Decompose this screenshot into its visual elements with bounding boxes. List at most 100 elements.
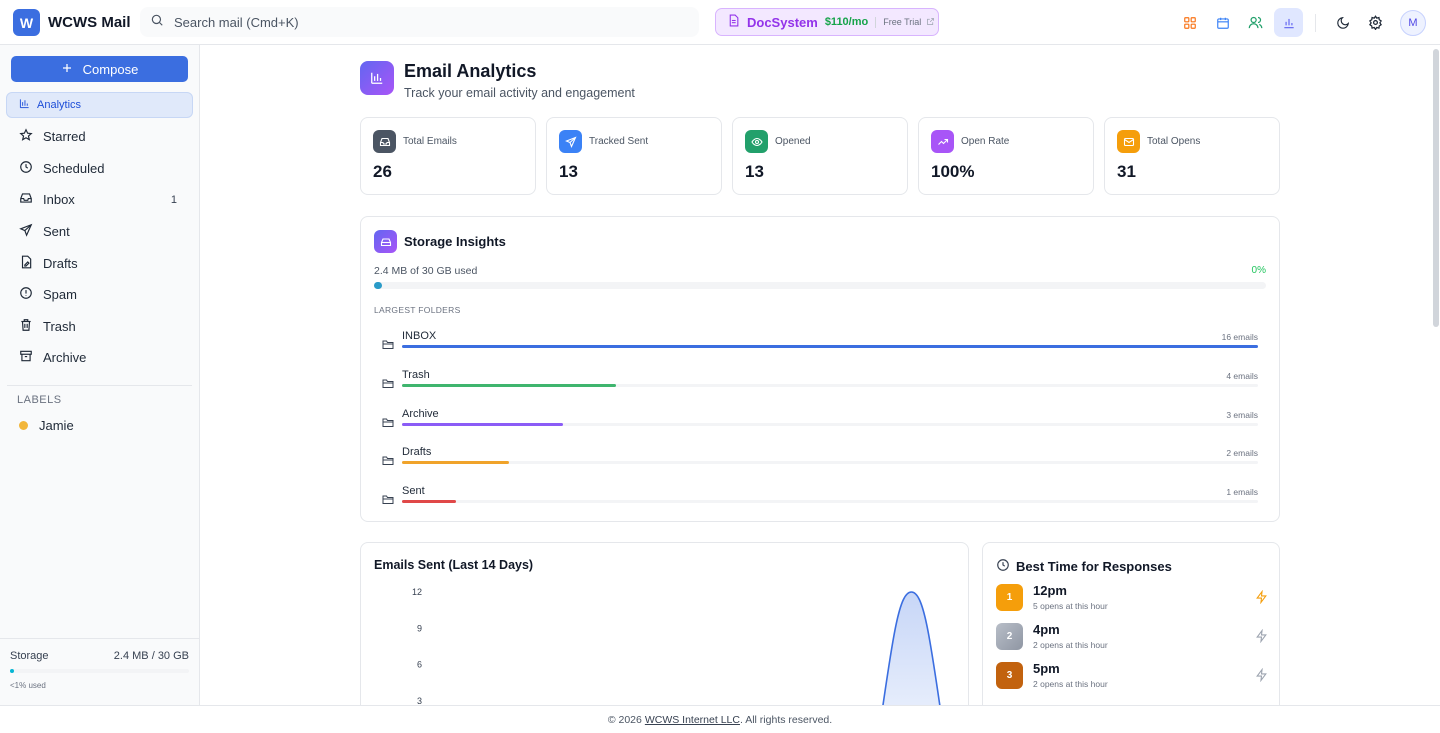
- folder-icon: [382, 415, 394, 433]
- best-time-opens: 2 opens at this hour: [1033, 640, 1108, 650]
- sidebar-divider: [7, 385, 192, 386]
- calendar-icon[interactable]: [1208, 8, 1237, 37]
- best-time-row: 2 4pm 2 opens at this hour: [996, 622, 1268, 651]
- sidebar-item-analytics[interactable]: Analytics: [6, 92, 193, 118]
- folder-bar-track: [402, 422, 1258, 426]
- storage-note: <1% used: [10, 681, 46, 690]
- sidebar-item-spam[interactable]: Spam: [6, 279, 193, 311]
- promo-trial-label: Free Trial: [883, 17, 922, 27]
- best-time-row: 3 5pm 2 opens at this hour: [996, 661, 1268, 690]
- folder-name: Trash: [402, 368, 430, 381]
- star-icon: [19, 128, 33, 145]
- label-name: Jamie: [39, 418, 74, 433]
- best-time-title: Best Time for Responses: [1016, 559, 1172, 574]
- bolt-icon: [1255, 589, 1268, 609]
- clock-icon: [996, 558, 1010, 575]
- compose-button[interactable]: Compose: [11, 56, 188, 82]
- folder-bar-fill: [402, 461, 509, 465]
- folder-bar-track: [402, 345, 1258, 348]
- dark-mode-icon[interactable]: [1328, 8, 1357, 37]
- folder-icon: [382, 492, 394, 510]
- send-icon: [19, 223, 33, 240]
- stat-label: Total Opens: [1147, 136, 1201, 147]
- inbox-unread-count: 1: [170, 193, 177, 206]
- y-tick-label: 3: [417, 696, 422, 705]
- sidebar-item-label: Trash: [43, 318, 76, 334]
- top-bar: W WCWS Mail DocSystem $110/mo Free Trial: [0, 0, 1440, 45]
- analytics-icon: [360, 61, 394, 95]
- sidebar-item-drafts[interactable]: Drafts: [6, 247, 193, 279]
- sidebar-item-scheduled[interactable]: Scheduled: [6, 153, 193, 185]
- labels-heading: LABELS: [17, 394, 62, 406]
- avatar[interactable]: M: [1400, 9, 1426, 36]
- storage-progress-fill: [10, 669, 14, 673]
- folder-name: Sent: [402, 485, 425, 498]
- folder-row[interactable]: Sent 1 emails: [382, 485, 1258, 515]
- sidebar-item-inbox[interactable]: Inbox 1: [6, 184, 193, 216]
- compose-label: Compose: [82, 61, 139, 77]
- stat-value: 31: [1117, 162, 1136, 181]
- promo-price: $110/mo: [824, 16, 869, 28]
- label-item-jamie[interactable]: Jamie: [19, 418, 74, 433]
- sidebar-item-trash[interactable]: Trash: [6, 311, 193, 343]
- stat-card-opened: Opened 13: [732, 117, 908, 195]
- stat-value: 100%: [931, 162, 975, 181]
- best-time-hour: 12pm: [1033, 583, 1067, 598]
- stat-card-total-opens: Total Opens 31: [1104, 117, 1280, 195]
- stat-label: Total Emails: [403, 136, 457, 147]
- search-icon: [150, 13, 164, 32]
- footer-rights: . All rights reserved.: [739, 713, 833, 726]
- storage-insights-title: Storage Insights: [404, 234, 506, 249]
- contacts-icon[interactable]: [1241, 8, 1270, 37]
- folder-count: 16 emails: [1221, 332, 1258, 342]
- folder-row[interactable]: Drafts 2 emails: [382, 446, 1258, 476]
- analytics-icon[interactable]: [1274, 8, 1303, 37]
- stat-card-total-emails: Total Emails 26: [360, 117, 536, 195]
- trend-icon: [931, 130, 954, 153]
- bar-chart-icon: [19, 98, 30, 112]
- settings-icon[interactable]: [1361, 8, 1390, 37]
- folder-bar-track: [402, 461, 1258, 465]
- footer-copyright: © 2026: [607, 713, 642, 726]
- search-input[interactable]: [174, 14, 654, 30]
- hard-drive-icon: [374, 230, 397, 253]
- folder-count: 4 emails: [1226, 370, 1258, 381]
- page-scrollbar[interactable]: [1433, 49, 1439, 327]
- inbox-icon: [19, 191, 33, 208]
- sidebar-item-archive[interactable]: Archive: [6, 342, 193, 374]
- best-time-opens: 2 opens at this hour: [1033, 679, 1108, 689]
- folder-row[interactable]: Trash 4 emails: [382, 369, 1258, 399]
- stat-value: 26: [373, 162, 392, 181]
- search-bar[interactable]: [140, 7, 699, 37]
- stat-card-open-rate: Open Rate 100%: [918, 117, 1094, 195]
- brand[interactable]: W WCWS Mail: [13, 9, 131, 36]
- sidebar-item-label: Analytics: [37, 99, 82, 111]
- header-actions: M: [1175, 8, 1426, 37]
- footer-company-link[interactable]: WCWS Internet LLC: [644, 713, 740, 726]
- send-icon: [559, 130, 582, 153]
- docsystem-promo[interactable]: DocSystem $110/mo Free Trial: [715, 8, 939, 36]
- sidebar-item-sent[interactable]: Sent: [6, 216, 193, 248]
- external-link-icon: [926, 17, 935, 28]
- sidebar-item-label: Inbox: [43, 192, 75, 208]
- storage-insights-card: Storage Insights 2.4 MB of 30 GB used 0%…: [360, 216, 1280, 522]
- rank-badge: 2: [996, 623, 1023, 650]
- alert-icon: [19, 286, 33, 303]
- folder-row[interactable]: INBOX 16 emails: [382, 330, 1258, 360]
- promo-trial: Free Trial: [875, 16, 935, 28]
- folder-row[interactable]: Archive 3 emails: [382, 408, 1258, 438]
- emails-sent-chart: 12 9 6 3: [412, 587, 941, 705]
- storage-progress-bar: [10, 669, 189, 673]
- folder-bar-track: [402, 383, 1258, 387]
- best-time-card: Best Time for Responses 1 12pm 5 opens at …: [982, 542, 1280, 705]
- plus-icon: [61, 62, 73, 77]
- apps-grid-icon[interactable]: [1175, 8, 1204, 37]
- clock-icon: [19, 160, 33, 177]
- folder-icon: [382, 453, 394, 471]
- bolt-icon: [1255, 628, 1268, 648]
- sidebar-item-label: Sent: [43, 224, 70, 240]
- mail-icon: [1117, 130, 1140, 153]
- bolt-icon: [1255, 667, 1268, 687]
- storage-usage-bar: [374, 282, 1266, 289]
- sidebar-item-starred[interactable]: Starred: [6, 121, 193, 153]
